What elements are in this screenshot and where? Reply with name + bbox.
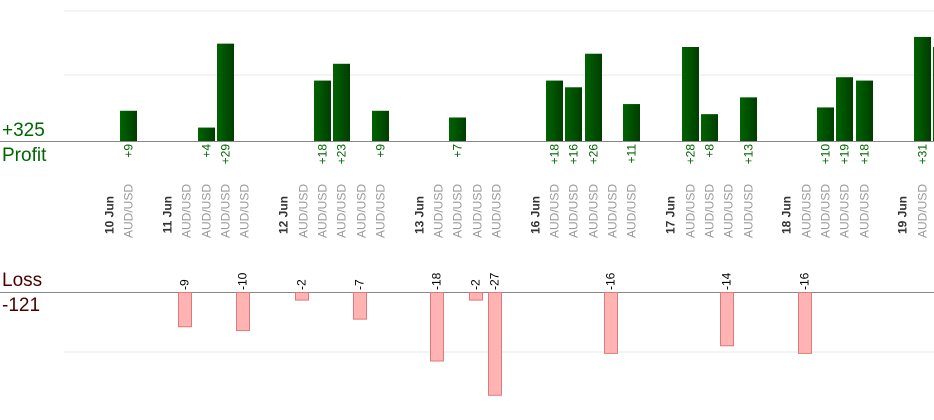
profit-bar — [682, 47, 699, 141]
pair-label: AUD/USD — [219, 184, 233, 238]
loss-value-label: -14 — [720, 272, 734, 290]
profit-bar — [546, 80, 563, 141]
loss-value-label: -18 — [430, 272, 444, 290]
date-label: 17 Jun — [664, 196, 678, 234]
profit-value-label: +26 — [587, 144, 601, 165]
profit-value-label: +19 — [838, 144, 852, 165]
pair-label: AUD/USD — [374, 184, 388, 238]
pair-label: AUD/USD — [238, 184, 252, 238]
profit-total: +325 — [2, 120, 45, 141]
loss-value-label: -9 — [178, 279, 192, 290]
pair-label: AUD/USD — [838, 184, 852, 238]
profit-value-label: +18 — [548, 144, 562, 165]
loss-value-label: -16 — [604, 272, 618, 290]
pair-label: AUD/USD — [703, 184, 717, 238]
profit-bar — [836, 77, 853, 141]
profit-bar — [217, 43, 234, 142]
date-label: 16 Jun — [529, 196, 543, 234]
profit-value-label: +4 — [200, 144, 214, 158]
profit-bar — [449, 117, 466, 141]
loss-bar — [604, 292, 618, 354]
pair-label: AUD/USD — [722, 184, 736, 238]
date-label: 12 Jun — [277, 196, 291, 234]
pair-label: AUD/USD — [684, 184, 698, 238]
pair-label: AUD/USD — [916, 184, 930, 238]
loss-bar — [236, 292, 250, 332]
profit-value-label: +16 — [567, 144, 581, 165]
loss-value-label: -2 — [295, 279, 309, 290]
profit-value-label: +10 — [819, 144, 833, 165]
loss-total: -121 — [2, 295, 41, 316]
loss-bar — [178, 292, 192, 328]
profit-value-label: +8 — [703, 144, 717, 158]
loss-bar — [488, 292, 502, 396]
pair-label: AUD/USD — [355, 184, 369, 238]
pair-label: AUD/USD — [451, 184, 465, 238]
profit-value-label: +23 — [335, 144, 349, 165]
pair-label: AUD/USD — [567, 184, 581, 238]
profit-value-label: +18 — [316, 144, 330, 165]
loss-value-label: -10 — [236, 272, 250, 290]
profit-value-label: +31 — [916, 144, 930, 165]
profit-bar — [372, 110, 389, 141]
loss-bar — [353, 292, 367, 320]
pair-label: AUD/USD — [180, 184, 194, 238]
loss-value-label: -16 — [798, 272, 812, 290]
profit-bar — [623, 104, 640, 141]
pair-label: AUD/USD — [587, 184, 601, 238]
pair-label: AUD/USD — [858, 184, 872, 238]
pair-label: AUD/USD — [297, 184, 311, 238]
pair-label: AUD/USD — [548, 184, 562, 238]
profit-bar — [565, 87, 582, 141]
profit-bar — [585, 53, 602, 141]
profit-value-label: +29 — [219, 144, 233, 165]
pair-label: AUD/USD — [625, 184, 639, 238]
loss-bar — [798, 292, 812, 354]
loss-bar — [720, 292, 734, 347]
pair-label: AUD/USD — [819, 184, 833, 238]
profit-value-label: +9 — [122, 144, 136, 158]
pair-label: AUD/USD — [606, 184, 620, 238]
loss-bar — [295, 292, 309, 301]
profit-bar — [314, 80, 331, 141]
profit-value-label: +9 — [374, 144, 388, 158]
profit-bar — [701, 114, 718, 141]
pair-label: AUD/USD — [335, 184, 349, 238]
pair-label: AUD/USD — [471, 184, 485, 238]
pair-label: AUD/USD — [800, 184, 814, 238]
date-label: 11 Jun — [161, 196, 175, 233]
pair-label: AUD/USD — [316, 184, 330, 238]
loss-label: Loss — [2, 270, 43, 291]
profit-value-label: +7 — [451, 144, 465, 158]
loss-value-label: -7 — [353, 279, 367, 290]
profit-value-label: +28 — [684, 144, 698, 165]
loss-bar — [469, 292, 483, 301]
pair-label: AUD/USD — [490, 184, 504, 238]
profit-value-label: +11 — [625, 144, 639, 164]
profit-bar — [817, 107, 834, 141]
date-label: 10 Jun — [103, 196, 117, 234]
date-label: 19 Jun — [896, 196, 910, 234]
profit-bar — [120, 110, 137, 141]
loss-value-label: -27 — [488, 272, 502, 290]
pair-label: AUD/USD — [122, 184, 136, 238]
loss-value-label: -2 — [469, 279, 483, 290]
profit-bar — [333, 63, 350, 141]
profit-bar — [198, 127, 215, 141]
profit-bar — [740, 97, 757, 141]
loss-bar — [430, 292, 444, 362]
pair-label: AUD/USD — [742, 184, 756, 238]
pair-label: AUD/USD — [432, 184, 446, 238]
profit-value-label: +13 — [742, 144, 756, 165]
pair-label: AUD/USD — [200, 184, 214, 238]
profit-bar — [914, 36, 931, 141]
profit-label: Profit — [2, 145, 47, 166]
profit-bar — [856, 80, 873, 141]
profit-value-label: +18 — [858, 144, 872, 165]
date-label: 18 Jun — [780, 196, 794, 234]
date-label: 13 Jun — [413, 196, 427, 234]
